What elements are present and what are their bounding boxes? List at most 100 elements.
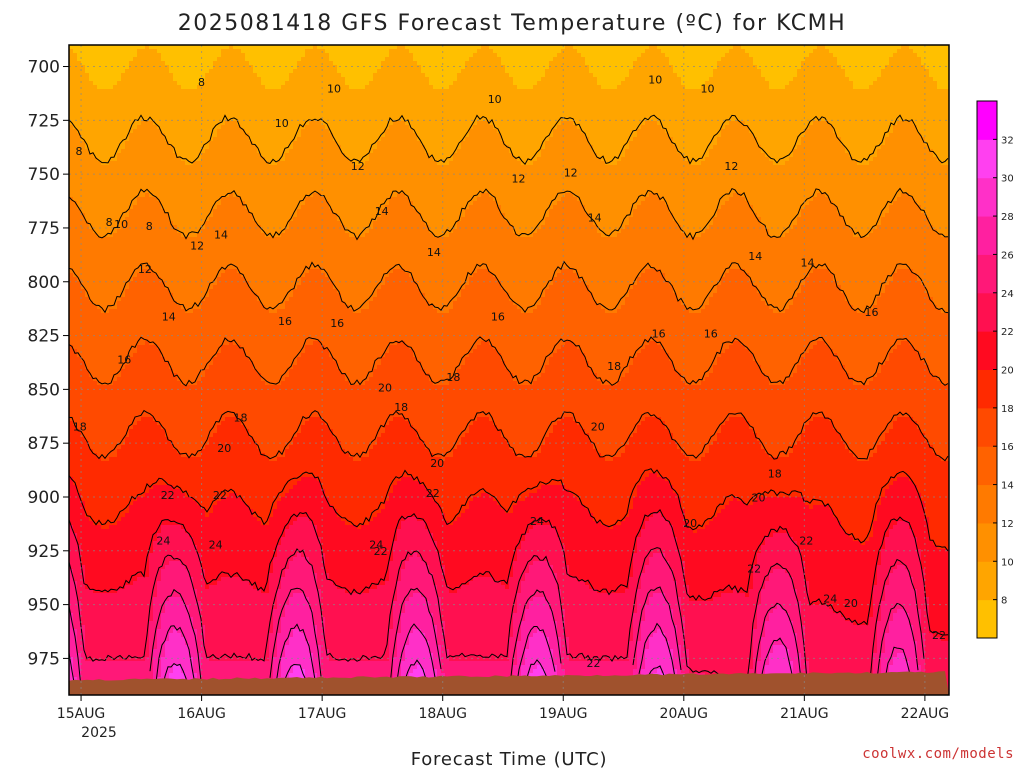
temperature-cell: [93, 185, 98, 190]
temperature-cell: [113, 189, 118, 194]
temperature-cell: [113, 281, 118, 286]
temperature-cell: [117, 457, 122, 462]
temperature-cell: [117, 517, 122, 522]
temperature-cell: [85, 645, 90, 650]
temperature-cell: [113, 397, 118, 402]
temperature-cell: [141, 197, 146, 202]
temperature-cell: [133, 521, 138, 526]
temperature-cell: [101, 297, 106, 302]
temperature-cell: [97, 133, 102, 138]
temperature-cell: [133, 381, 138, 386]
temperature-cell: [81, 545, 86, 550]
temperature-cell: [105, 497, 110, 502]
temperature-cell: [137, 349, 142, 354]
temperature-cell: [81, 353, 86, 358]
temperature-cell: [73, 413, 78, 418]
temperature-cell: [133, 437, 138, 442]
temperature-cell: [137, 633, 142, 638]
temperature-cell: [97, 209, 102, 214]
temperature-cell: [85, 641, 90, 646]
temperature-cell: [117, 657, 122, 662]
temperature-cell: [109, 569, 114, 574]
temperature-cell: [121, 89, 126, 94]
temperature-cell: [89, 289, 94, 294]
temperature-cell: [101, 409, 106, 414]
temperature-cell: [137, 617, 142, 622]
temperature-cell: [121, 461, 126, 466]
temperature-cell: [97, 541, 102, 546]
temperature-cell: [81, 229, 86, 234]
temperature-cell: [117, 665, 122, 670]
temperature-cell: [101, 569, 106, 574]
temperature-cell: [105, 273, 110, 278]
temperature-cell: [81, 513, 86, 518]
temperature-cell: [97, 205, 102, 210]
temperature-cell: [89, 277, 94, 282]
temperature-cell: [117, 181, 122, 186]
temperature-cell: [117, 309, 122, 314]
temperature-cell: [125, 417, 130, 422]
temperature-cell: [113, 401, 118, 406]
temperature-cell: [89, 481, 94, 486]
temperature-cell: [101, 69, 106, 74]
temperature-cell: [89, 637, 94, 642]
temperature-cell: [73, 229, 78, 234]
temperature-cell: [137, 565, 142, 570]
temperature-cell: [125, 165, 130, 170]
temperature-cell: [89, 137, 94, 142]
temperature-cell: [101, 353, 106, 358]
temperature-cell: [101, 105, 106, 110]
temperature-cell: [117, 297, 122, 302]
temperature-cell: [109, 353, 114, 358]
temperature-cell: [109, 625, 114, 630]
temperature-cell: [93, 313, 98, 318]
temperature-cell: [137, 145, 142, 150]
temperature-cell: [97, 285, 102, 290]
temperature-cell: [81, 49, 86, 54]
temperature-cell: [137, 313, 142, 318]
temperature-cell: [141, 133, 146, 138]
temperature-cell: [129, 225, 134, 230]
temperature-cell: [109, 249, 114, 254]
temperature-cell: [133, 473, 138, 478]
temperature-cell: [109, 357, 114, 362]
temperature-cell: [77, 437, 82, 442]
temperature-cell: [93, 433, 98, 438]
temperature-cell: [117, 57, 122, 62]
temperature-cell: [97, 569, 102, 574]
temperature-cell: [105, 421, 110, 426]
temperature-cell: [117, 49, 122, 54]
temperature-cell: [85, 85, 90, 90]
temperature-cell: [121, 633, 126, 638]
temperature-cell: [97, 533, 102, 538]
temperature-cell: [73, 285, 78, 290]
temperature-cell: [121, 417, 126, 422]
temperature-cell: [89, 109, 94, 114]
temperature-cell: [113, 125, 118, 130]
temperature-cell: [73, 449, 78, 454]
temperature-cell: [133, 649, 138, 654]
temperature-cell: [97, 181, 102, 186]
temperature-cell: [73, 89, 78, 94]
temperature-cell: [89, 173, 94, 178]
temperature-cell: [81, 529, 86, 534]
temperature-cell: [93, 277, 98, 282]
temperature-cell: [129, 241, 134, 246]
temperature-cell: [105, 321, 110, 326]
temperature-cell: [89, 533, 94, 538]
temperature-cell: [137, 501, 142, 506]
temperature-cell: [129, 585, 134, 590]
temperature-cell: [89, 241, 94, 246]
temperature-cell: [141, 309, 146, 314]
temperature-cell: [101, 405, 106, 410]
temperature-cell: [121, 105, 126, 110]
temperature-cell: [129, 469, 134, 474]
temperature-cell: [137, 101, 142, 106]
temperature-cell: [109, 473, 114, 478]
temperature-cell: [113, 385, 118, 390]
temperature-cell: [81, 473, 86, 478]
temperature-cell: [101, 89, 106, 94]
temperature-cell: [73, 241, 78, 246]
temperature-cell: [93, 113, 98, 118]
temperature-cell: [117, 481, 122, 486]
